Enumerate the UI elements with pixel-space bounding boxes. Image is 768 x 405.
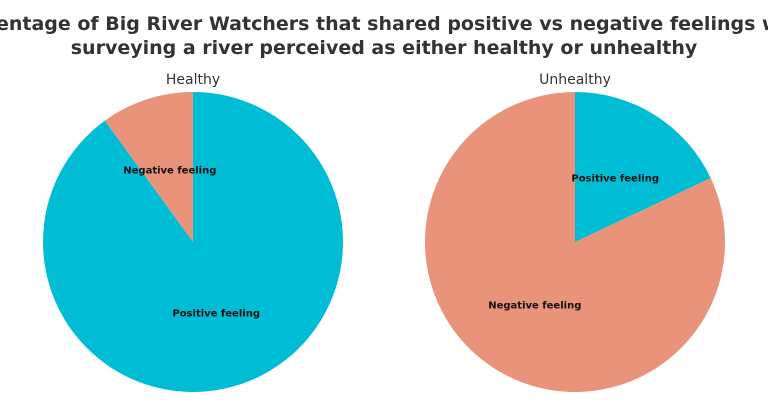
slice-label: Positive feeling bbox=[172, 308, 260, 319]
chart-title: surveying a river perceived as either he… bbox=[71, 37, 698, 59]
pie-title: Unhealthy bbox=[539, 72, 611, 88]
pie-slice bbox=[104, 92, 193, 242]
slice-label: Positive feeling bbox=[571, 174, 659, 185]
pie-title: Healthy bbox=[166, 72, 220, 88]
chart-title: Percentage of Big River Watchers that sh… bbox=[0, 13, 768, 35]
slice-label: Negative feeling bbox=[123, 166, 216, 177]
pie-slice bbox=[575, 92, 711, 242]
pie-slice bbox=[425, 92, 725, 392]
slice-label: Negative feeling bbox=[488, 300, 581, 311]
pie-slice bbox=[43, 92, 344, 392]
